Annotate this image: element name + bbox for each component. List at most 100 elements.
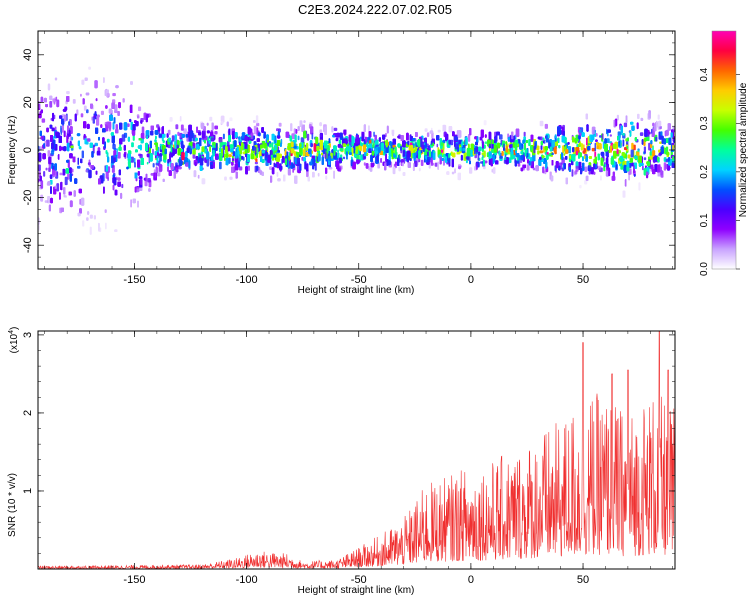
heatmap-cell [293, 128, 296, 134]
heatmap-cell [201, 146, 205, 152]
heatmap-cell [638, 182, 641, 191]
heatmap-cell [594, 151, 597, 158]
heatmap-cell [637, 113, 640, 119]
heatmap-cell [278, 122, 282, 127]
heatmap-cell [388, 155, 391, 162]
heatmap-cell [567, 146, 572, 154]
heatmap-cell [650, 143, 653, 148]
heatmap-cell [594, 142, 597, 152]
heatmap-cell [398, 166, 401, 172]
heatmap-cell [177, 131, 180, 136]
heatmap-cell [563, 153, 566, 156]
heatmap-cell [297, 135, 300, 141]
heatmap-cell [437, 129, 441, 133]
heatmap-cell [80, 113, 84, 118]
heatmap-cell [47, 150, 51, 157]
heatmap-cell [141, 126, 145, 135]
heatmap-cell [431, 132, 434, 139]
heatmap-cell [156, 124, 160, 128]
heatmap-cell [80, 93, 82, 97]
heatmap-cell [152, 163, 155, 168]
heatmap-cell [290, 123, 293, 132]
heatmap-cell [64, 176, 68, 186]
heatmap-cell [180, 124, 184, 131]
heatmap-cell [169, 117, 173, 122]
heatmap-cell [517, 162, 521, 167]
heatmap-cell [579, 185, 582, 189]
heatmap-cell [523, 131, 526, 137]
heatmap-cell [480, 161, 484, 164]
heatmap-cell [88, 159, 91, 167]
heatmap-cell [631, 142, 634, 150]
heatmap-cell [291, 133, 295, 140]
heatmap-cell [45, 167, 48, 171]
heatmap-cell [346, 151, 348, 160]
heatmap-cell [49, 101, 53, 108]
heatmap-cell [489, 147, 491, 152]
heatmap-cell [643, 146, 646, 154]
heatmap-cell [229, 117, 233, 122]
heatmap-cell [134, 162, 136, 168]
heatmap-cell [92, 116, 95, 124]
heatmap-cell [639, 132, 644, 136]
heatmap-cell [588, 170, 591, 175]
heatmap-cell [659, 141, 662, 144]
heatmap-cell [655, 136, 658, 142]
heatmap-cell [467, 134, 471, 142]
heatmap-cell [420, 159, 424, 166]
heatmap-cell [46, 139, 50, 147]
heatmap-cell [104, 165, 107, 172]
heatmap-cell [368, 166, 370, 171]
figure-title: C2E3.2024.222.07.02.R05 [298, 2, 452, 17]
heatmap-cell [224, 153, 226, 161]
heatmap-cell [174, 134, 177, 141]
heatmap-cell [60, 127, 62, 135]
heatmap-cell [253, 125, 257, 135]
heatmap-cell [59, 172, 63, 176]
heatmap-cell [537, 150, 540, 155]
heatmap-cell [89, 214, 93, 219]
heatmap-cell [276, 171, 279, 177]
heatmap-cell [100, 110, 104, 115]
heatmap-cell [606, 138, 610, 143]
heatmap-cell [222, 133, 225, 140]
heatmap-cell [138, 153, 142, 157]
heatmap-cell [574, 170, 578, 175]
heatmap-cell [116, 148, 118, 157]
heatmap-cell [105, 164, 108, 173]
heatmap-cell [181, 160, 184, 165]
heatmap-cell [630, 149, 634, 158]
heatmap-cell [219, 161, 222, 170]
heatmap-cell [82, 220, 85, 227]
heatmap-cell [308, 124, 312, 129]
heatmap-cell [88, 66, 91, 70]
heatmap-cell [86, 138, 91, 142]
heatmap-cell [384, 132, 387, 137]
heatmap-cell [629, 157, 633, 163]
heatmap-cell [600, 175, 602, 181]
heatmap-cell [424, 128, 428, 132]
heatmap-cell [228, 157, 231, 164]
heatmap-cell [300, 137, 305, 143]
heatmap-cell [175, 124, 179, 130]
heatmap-cell [289, 135, 292, 142]
heatmap-cell [148, 179, 152, 188]
heatmap-cell [499, 134, 503, 140]
heatmap-cell [171, 135, 175, 142]
heatmap-cell [105, 171, 109, 179]
heatmap-cell [38, 164, 41, 171]
heatmap-cell [39, 146, 43, 151]
heatmap-cell [40, 180, 44, 189]
heatmap-cell [152, 148, 154, 155]
heatmap-cell [616, 114, 619, 121]
heatmap-cell [609, 134, 612, 137]
heatmap-cell [271, 142, 274, 150]
heatmap-cell [319, 129, 323, 134]
heatmap-cell [276, 128, 279, 132]
heatmap-cell [130, 156, 134, 163]
heatmap-cell [162, 133, 166, 138]
heatmap-cell [179, 116, 182, 122]
heatmap-cell [222, 144, 226, 150]
heatmap-cell [106, 138, 110, 143]
